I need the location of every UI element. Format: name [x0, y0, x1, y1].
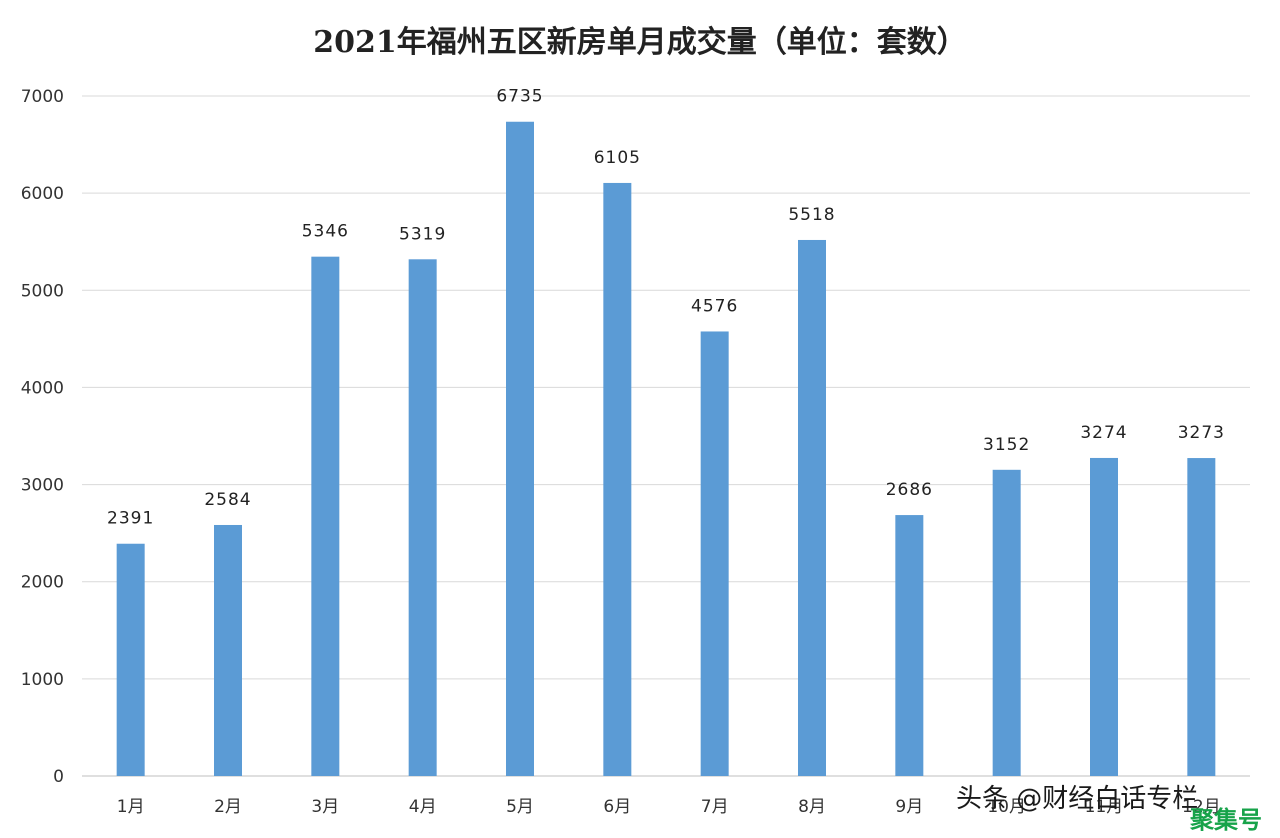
- data-label: 3274: [1080, 423, 1127, 443]
- x-tick-label: 5月: [506, 797, 534, 817]
- data-label: 5319: [399, 224, 446, 244]
- x-tick-label: 3月: [311, 797, 339, 817]
- data-label: 2391: [107, 509, 154, 529]
- bar: [603, 182, 632, 776]
- chart-title: 2021年福州五区新房单月成交量（单位：套数）: [313, 25, 967, 60]
- watermark-text: 头条 @财经白话专栏: [956, 784, 1199, 814]
- bar: [311, 256, 340, 776]
- y-tick-label: 4000: [21, 378, 64, 398]
- data-label: 5518: [788, 205, 835, 225]
- x-tick-label: 2月: [214, 797, 242, 817]
- data-label: 3152: [983, 435, 1030, 455]
- bar: [992, 469, 1021, 776]
- bar: [700, 331, 729, 776]
- x-tick-label: 10月: [987, 797, 1026, 817]
- x-tick-label: 12月: [1182, 797, 1221, 817]
- bar: [408, 259, 437, 777]
- data-label: 6735: [496, 87, 543, 107]
- x-tick-label: 11月: [1085, 797, 1124, 817]
- y-tick-label: 2000: [21, 573, 64, 593]
- data-label: 5346: [302, 222, 349, 242]
- data-label: 2686: [886, 480, 933, 500]
- bar: [506, 121, 534, 776]
- bar: [895, 515, 924, 776]
- gridlines: [82, 95, 1250, 777]
- y-axis-ticks: 0 1000 2000 3000 4000 5000 6000 7000: [21, 87, 64, 787]
- x-tick-label: 9月: [895, 797, 923, 817]
- y-tick-label: 0: [53, 767, 64, 787]
- x-axis-ticks: 1月 2月 3月 4月 5月 6月 7月 8月 9月 10月 11月 12月: [117, 797, 1221, 817]
- x-tick-label: 6月: [603, 797, 631, 817]
- bar: [214, 524, 242, 776]
- y-tick-label: 7000: [21, 87, 64, 107]
- x-tick-label: 4月: [409, 797, 437, 817]
- y-tick-label: 1000: [21, 670, 64, 690]
- data-label: 2584: [204, 490, 251, 510]
- bar: [1090, 457, 1118, 776]
- watermark-logo: 聚集号: [1190, 806, 1262, 834]
- data-label: 6105: [594, 148, 641, 168]
- bars: [116, 121, 1216, 777]
- data-labels: 2391 2584 5346 5319 6735 6105 4576 5518 2686 3152…: [107, 87, 1225, 529]
- x-tick-label: 1月: [117, 797, 145, 817]
- x-tick-label: 7月: [701, 797, 729, 817]
- data-label: 3273: [1178, 423, 1225, 443]
- bar: [116, 543, 145, 776]
- bar: [1187, 458, 1216, 776]
- y-tick-label: 6000: [21, 184, 64, 204]
- y-tick-label: 5000: [21, 281, 64, 301]
- x-tick-label: 8月: [798, 797, 826, 817]
- y-tick-label: 3000: [21, 476, 64, 496]
- bar: [798, 239, 826, 777]
- data-label: 4576: [691, 296, 738, 316]
